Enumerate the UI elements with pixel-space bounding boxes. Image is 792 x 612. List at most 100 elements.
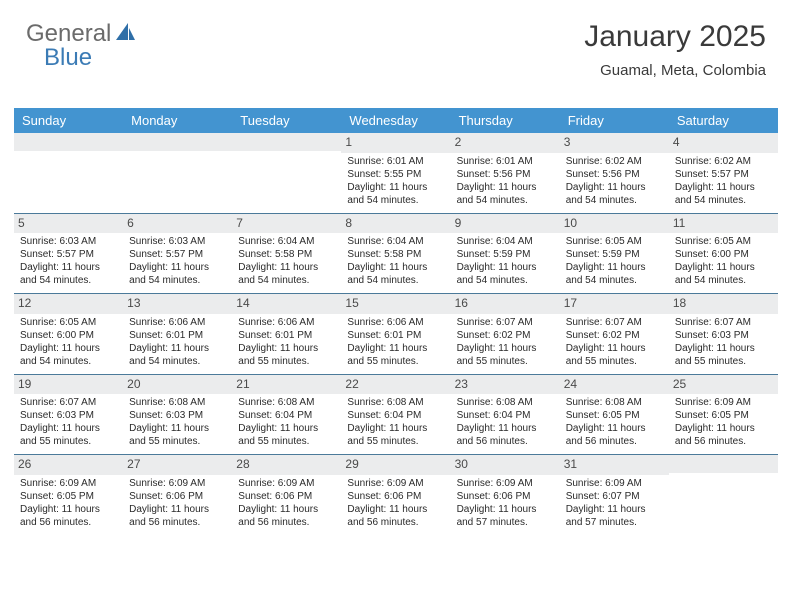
day-cell: 1Sunrise: 6:01 AMSunset: 5:55 PMDaylight… <box>341 133 450 213</box>
sunrise-text: Sunrise: 6:01 AM <box>457 155 556 168</box>
day-number: 28 <box>232 455 341 475</box>
day-cell: 27 Sunrise: 6:09 AMSunset: 6:06 PMDayligh… <box>123 455 232 535</box>
sunset-text: Sunset: 5:58 PM <box>347 248 446 261</box>
sunset-text: Sunset: 6:02 PM <box>457 329 556 342</box>
daylight-text: Daylight: 11 hours and 54 minutes. <box>457 261 556 287</box>
sunset-text: Sunset: 6:01 PM <box>129 329 228 342</box>
sunset-text: Sunset: 6:06 PM <box>129 490 228 503</box>
sunrise-text: Sunrise: 6:09 AM <box>20 477 119 490</box>
location-text: Guamal, Meta, Colombia <box>584 62 766 79</box>
day-cell <box>14 133 123 213</box>
sunrise-text: Sunrise: 6:09 AM <box>566 477 665 490</box>
brand-sail-icon <box>115 22 137 47</box>
sunset-text: Sunset: 5:58 PM <box>238 248 337 261</box>
day-number: 8 <box>341 214 450 234</box>
day-cell: 21Sunrise: 6:08 AMSunset: 6:04 PMDayligh… <box>232 375 341 455</box>
sunrise-text: Sunrise: 6:07 AM <box>566 316 665 329</box>
sunset-text: Sunset: 5:56 PM <box>566 168 665 181</box>
header-block: January 2025 Guamal, Meta, Colombia <box>584 20 766 79</box>
sunrise-text: Sunrise: 6:04 AM <box>347 235 446 248</box>
day-cell: 29Sunrise: 6:09 AMSunset: 6:06 PMDayligh… <box>341 455 450 535</box>
daylight-text: Daylight: 11 hours and 57 minutes. <box>457 503 556 529</box>
week-row: 26Sunrise: 6:09 AMSunset: 6:05 PMDayligh… <box>14 454 778 535</box>
sunrise-text: Sunrise: 6:01 AM <box>347 155 446 168</box>
day-header-row: Sunday Monday Tuesday Wednesday Thursday… <box>14 108 778 133</box>
day-number: 19 <box>14 375 123 395</box>
day-number: 7 <box>232 214 341 234</box>
sunset-text: Sunset: 6:05 PM <box>675 409 774 422</box>
day-number: 9 <box>451 214 560 234</box>
day-cell: 15Sunrise: 6:06 AMSunset: 6:01 PMDayligh… <box>341 294 450 374</box>
day-cell: 11Sunrise: 6:05 AMSunset: 6:00 PMDayligh… <box>669 214 778 294</box>
day-header-saturday: Saturday <box>669 108 778 133</box>
day-cell: 10Sunrise: 6:05 AMSunset: 5:59 PMDayligh… <box>560 214 669 294</box>
day-cell: 2Sunrise: 6:01 AMSunset: 5:56 PMDaylight… <box>451 133 560 213</box>
day-cell: 3Sunrise: 6:02 AMSunset: 5:56 PMDaylight… <box>560 133 669 213</box>
day-number: 25 <box>669 375 778 395</box>
sunrise-text: Sunrise: 6:07 AM <box>457 316 556 329</box>
daylight-text: Daylight: 11 hours and 54 minutes. <box>347 261 446 287</box>
day-number: 18 <box>669 294 778 314</box>
empty-day <box>232 133 341 151</box>
daylight-text: Daylight: 11 hours and 54 minutes. <box>566 181 665 207</box>
day-number: 26 <box>14 455 123 475</box>
sunrise-text: Sunrise: 6:09 AM <box>457 477 556 490</box>
sunrise-text: Sunrise: 6:08 AM <box>566 396 665 409</box>
daylight-text: Daylight: 11 hours and 55 minutes. <box>238 422 337 448</box>
daylight-text: Daylight: 11 hours and 56 minutes. <box>129 503 228 529</box>
sunrise-text: Sunrise: 6:04 AM <box>457 235 556 248</box>
day-number: 11 <box>669 214 778 234</box>
empty-day <box>123 133 232 151</box>
week-row: 19Sunrise: 6:07 AMSunset: 6:03 PMDayligh… <box>14 374 778 455</box>
daylight-text: Daylight: 11 hours and 54 minutes. <box>20 261 119 287</box>
week-row: 12Sunrise: 6:05 AMSunset: 6:00 PMDayligh… <box>14 293 778 374</box>
sunrise-text: Sunrise: 6:09 AM <box>129 477 228 490</box>
day-cell <box>123 133 232 213</box>
day-number: 4 <box>669 133 778 153</box>
sunrise-text: Sunrise: 6:08 AM <box>457 396 556 409</box>
sunrise-text: Sunrise: 6:07 AM <box>20 396 119 409</box>
day-header-thursday: Thursday <box>451 108 560 133</box>
sunset-text: Sunset: 5:56 PM <box>457 168 556 181</box>
daylight-text: Daylight: 11 hours and 55 minutes. <box>566 342 665 368</box>
sunset-text: Sunset: 6:06 PM <box>347 490 446 503</box>
day-number: 27 <box>123 455 232 475</box>
daylight-text: Daylight: 11 hours and 54 minutes. <box>675 181 774 207</box>
day-cell: 18Sunrise: 6:07 AMSunset: 6:03 PMDayligh… <box>669 294 778 374</box>
sunset-text: Sunset: 5:59 PM <box>566 248 665 261</box>
daylight-text: Daylight: 11 hours and 54 minutes. <box>675 261 774 287</box>
daylight-text: Daylight: 11 hours and 54 minutes. <box>238 261 337 287</box>
sunrise-text: Sunrise: 6:08 AM <box>347 396 446 409</box>
sunset-text: Sunset: 6:04 PM <box>457 409 556 422</box>
day-number: 29 <box>341 455 450 475</box>
brand-word-blue: Blue <box>44 44 92 72</box>
empty-day <box>14 133 123 151</box>
day-number: 12 <box>14 294 123 314</box>
sunrise-text: Sunrise: 6:05 AM <box>20 316 119 329</box>
day-number: 30 <box>451 455 560 475</box>
day-number: 16 <box>451 294 560 314</box>
day-number: 15 <box>341 294 450 314</box>
day-cell: 4Sunrise: 6:02 AMSunset: 5:57 PMDaylight… <box>669 133 778 213</box>
day-number: 3 <box>560 133 669 153</box>
sunset-text: Sunset: 6:05 PM <box>566 409 665 422</box>
day-cell: 23Sunrise: 6:08 AMSunset: 6:04 PMDayligh… <box>451 375 560 455</box>
sunset-text: Sunset: 6:05 PM <box>20 490 119 503</box>
day-number: 2 <box>451 133 560 153</box>
daylight-text: Daylight: 11 hours and 54 minutes. <box>20 342 119 368</box>
day-number: 17 <box>560 294 669 314</box>
day-cell: 24Sunrise: 6:08 AMSunset: 6:05 PMDayligh… <box>560 375 669 455</box>
day-header-monday: Monday <box>123 108 232 133</box>
sunrise-text: Sunrise: 6:06 AM <box>129 316 228 329</box>
sunrise-text: Sunrise: 6:05 AM <box>566 235 665 248</box>
sunrise-text: Sunrise: 6:07 AM <box>675 316 774 329</box>
day-header-friday: Friday <box>560 108 669 133</box>
empty-day <box>669 455 778 473</box>
day-number: 10 <box>560 214 669 234</box>
calendar-grid: Sunday Monday Tuesday Wednesday Thursday… <box>14 108 778 535</box>
day-number: 1 <box>341 133 450 153</box>
sunset-text: Sunset: 5:55 PM <box>347 168 446 181</box>
sunrise-text: Sunrise: 6:09 AM <box>675 396 774 409</box>
daylight-text: Daylight: 11 hours and 54 minutes. <box>129 261 228 287</box>
day-cell: 5Sunrise: 6:03 AMSunset: 5:57 PMDaylight… <box>14 214 123 294</box>
